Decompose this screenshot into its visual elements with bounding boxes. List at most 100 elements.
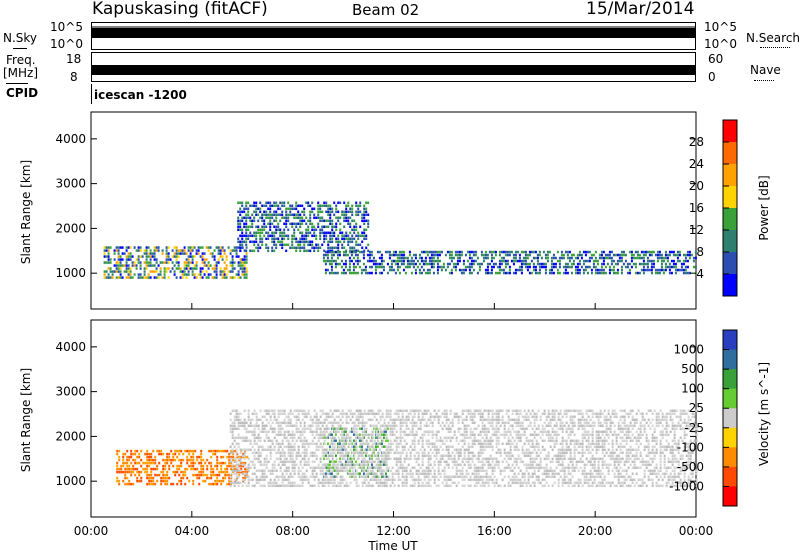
- echo-cell: [126, 461, 129, 465]
- echo-cell: [380, 451, 383, 454]
- echo-cell: [535, 457, 538, 461]
- echo-cell: [357, 412, 360, 416]
- echo-cell: [500, 268, 503, 272]
- echo-cell: [493, 484, 496, 488]
- echo-cell: [498, 253, 501, 257]
- echo-cell: [226, 473, 229, 477]
- echo-cell: [247, 418, 250, 422]
- echo-cell: [247, 228, 250, 232]
- echo-cell: [535, 466, 538, 470]
- echo-cell: [339, 424, 342, 428]
- echo-cell: [345, 481, 348, 485]
- echo-cell: [433, 478, 436, 482]
- echo-cell: [332, 475, 335, 478]
- echo-cell: [313, 475, 316, 479]
- echo-cell: [137, 258, 140, 261]
- echo-cell: [438, 253, 441, 257]
- echo-cell: [179, 249, 182, 252]
- echo-cell: [345, 436, 348, 440]
- echo-cell: [354, 271, 357, 275]
- echo-cell: [237, 237, 240, 241]
- echo-cell: [459, 469, 462, 473]
- echo-cell: [291, 240, 294, 244]
- echo-cell: [344, 250, 347, 254]
- echo-cell: [493, 457, 496, 461]
- echo-cell: [360, 466, 363, 469]
- echo-cell: [281, 427, 284, 431]
- echo-cell: [301, 451, 304, 455]
- echo-cell: [297, 472, 300, 476]
- echo-cell: [463, 409, 466, 413]
- echo-cell: [317, 418, 320, 422]
- echo-cell: [301, 445, 304, 449]
- echo-cell: [517, 481, 520, 485]
- echo-cell: [365, 484, 368, 488]
- echo-cell: [136, 479, 139, 483]
- echo-cell: [451, 421, 454, 425]
- echo-cell: [354, 469, 357, 472]
- echo-cell: [390, 265, 393, 269]
- echo-cell: [405, 442, 408, 446]
- echo-cell: [389, 418, 392, 422]
- echo-cell: [194, 449, 197, 453]
- echo-cell: [253, 210, 256, 214]
- echo-cell: [487, 481, 490, 485]
- echo-cell: [311, 454, 314, 458]
- echo-cell: [326, 268, 329, 272]
- echo-cell: [437, 448, 440, 452]
- echo-cell: [195, 261, 198, 264]
- echo-cell: [138, 461, 141, 465]
- echo-cell: [377, 484, 380, 488]
- echo-cell: [333, 466, 336, 470]
- echo-cell: [341, 469, 344, 473]
- echo-cell: [134, 461, 137, 465]
- echo-cell: [357, 213, 360, 217]
- echo-cell: [473, 466, 476, 470]
- echo-cell: [362, 463, 365, 466]
- echo-cell: [604, 253, 607, 257]
- echo-cell: [271, 472, 274, 476]
- echo-cell: [512, 253, 515, 257]
- echo-cell: [421, 439, 424, 443]
- echo-cell: [433, 442, 436, 446]
- echo-cell: [235, 246, 238, 249]
- echo-cell: [209, 246, 212, 249]
- echo-cell: [533, 412, 536, 416]
- echo-cell: [470, 256, 473, 260]
- echo-cell: [283, 475, 286, 479]
- echo-cell: [566, 256, 569, 260]
- echo-cell: [319, 231, 322, 235]
- echo-cell: [664, 262, 667, 266]
- echo-cell: [232, 458, 235, 462]
- echo-cell: [501, 460, 504, 464]
- echo-cell: [399, 436, 402, 440]
- echo-cell: [459, 463, 462, 467]
- echo-cell: [371, 433, 374, 437]
- echo-cell: [455, 466, 458, 470]
- echo-cell: [688, 253, 691, 257]
- echo-cell: [218, 470, 221, 474]
- echo-cell: [338, 469, 341, 472]
- echo-cell: [658, 256, 661, 260]
- echo-cell: [521, 460, 524, 464]
- echo-cell: [368, 454, 371, 457]
- echo-cell: [413, 424, 416, 428]
- echo-cell: [259, 451, 262, 455]
- echo-cell: [519, 433, 522, 437]
- echo-cell: [374, 436, 377, 439]
- echo-cell: [259, 445, 262, 449]
- echo-cell: [370, 436, 373, 439]
- echo-cell: [443, 436, 446, 440]
- echo-cell: [237, 216, 240, 220]
- echo-cell: [600, 250, 603, 254]
- echo-cell: [387, 454, 390, 458]
- echo-cell: [144, 470, 147, 474]
- echo-cell: [156, 449, 159, 453]
- echo-cell: [362, 253, 365, 257]
- echo-cell: [130, 452, 133, 456]
- echo-cell: [481, 478, 484, 482]
- echo-cell: [382, 460, 385, 463]
- echo-cell: [338, 442, 341, 445]
- echo-cell: [331, 237, 334, 241]
- echo-cell: [243, 207, 246, 211]
